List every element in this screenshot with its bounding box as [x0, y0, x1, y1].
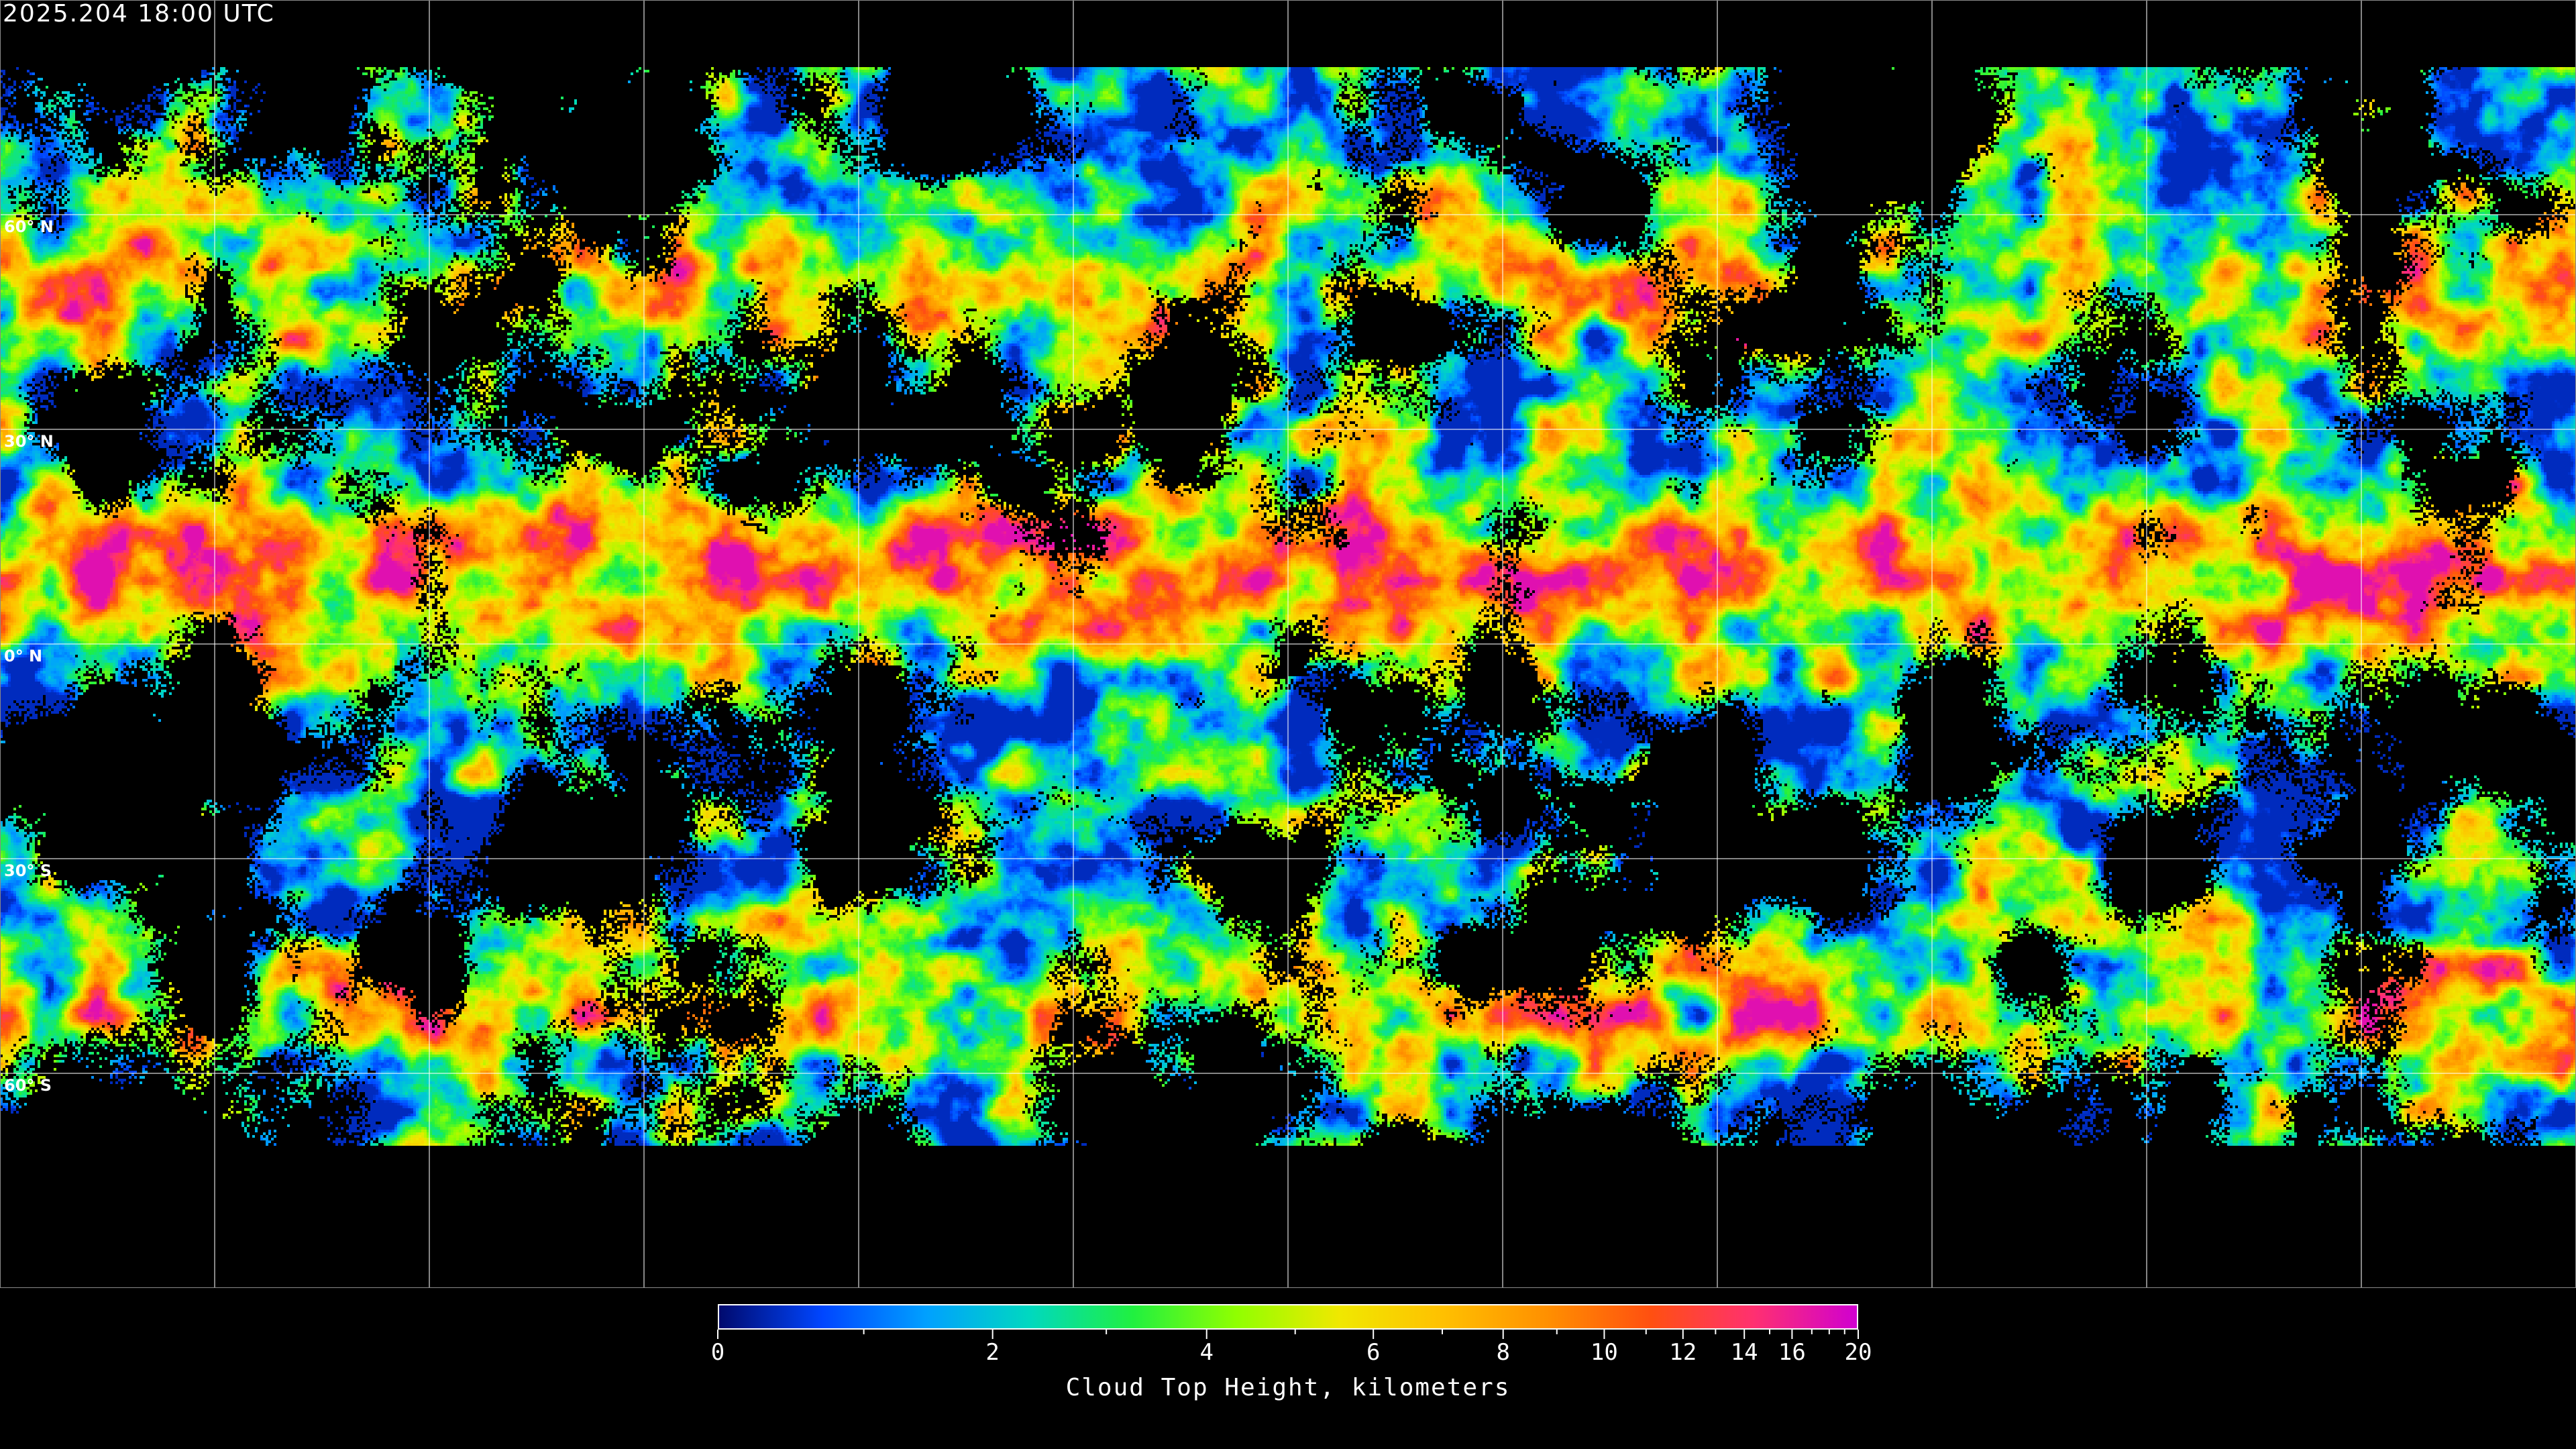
- colorbar-tick-label: 4: [1199, 1339, 1214, 1366]
- colorbar-tick-label: 12: [1669, 1339, 1697, 1366]
- cloud-top-height-map: 60° N 30° N 0° N 30° S 60° S: [0, 0, 2576, 1288]
- colorbar-ticks: [717, 1330, 1859, 1339]
- colorbar-tick-label: 8: [1496, 1339, 1510, 1366]
- colorbar-tick-label: 20: [1844, 1339, 1872, 1366]
- map-frame: [0, 0, 2576, 1288]
- lat-lon-grid: [0, 0, 2576, 1288]
- colorbar-tick-label: 0: [710, 1339, 725, 1366]
- colorbar-tick-label: 14: [1730, 1339, 1758, 1366]
- colorbar-title: Cloud Top Height, kilometers: [1065, 1374, 1511, 1401]
- lat-label-60s: 60° S: [4, 1076, 52, 1095]
- colorbar: [718, 1304, 1858, 1330]
- colorbar-tick-label: 10: [1590, 1339, 1618, 1366]
- lat-label-60n: 60° N: [4, 217, 54, 236]
- lat-label-30s: 30° S: [4, 861, 52, 880]
- colorbar-tick-label: 6: [1366, 1339, 1381, 1366]
- lat-label-equator: 0° N: [4, 647, 43, 665]
- lat-label-30n: 30° N: [4, 432, 54, 451]
- colorbar-tick-label: 2: [985, 1339, 1000, 1366]
- timestamp: 2025.204 18:00 UTC: [3, 0, 275, 28]
- colorbar-tick-label: 16: [1778, 1339, 1806, 1366]
